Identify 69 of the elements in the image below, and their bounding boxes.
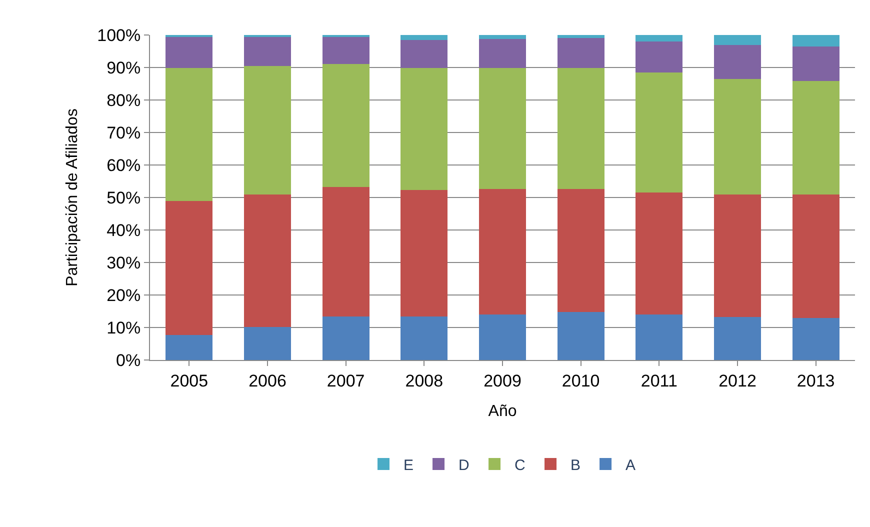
- bar: [557, 35, 604, 38]
- bar: [792, 81, 840, 195]
- y-tick-label: 70%: [106, 123, 141, 142]
- bar: [714, 35, 761, 46]
- bar: [400, 316, 448, 360]
- bar: [636, 35, 683, 42]
- x-tick-label: 2006: [248, 371, 286, 390]
- bar: [636, 314, 683, 360]
- bar: [479, 189, 526, 314]
- x-tick-label: 2010: [562, 371, 600, 390]
- legend-label: C: [514, 456, 526, 474]
- bar: [322, 36, 370, 64]
- bar: [166, 334, 213, 360]
- y-axis-title: Participación de Afiliados: [64, 108, 82, 286]
- x-tick-label: 2012: [718, 371, 756, 390]
- bar: [636, 192, 683, 314]
- y-tick-label: 50%: [106, 188, 141, 208]
- legend-label: A: [626, 456, 636, 474]
- x-tick-label: 2013: [796, 371, 835, 390]
- bar: [792, 194, 840, 318]
- legend-label: E: [404, 456, 414, 474]
- bar: [322, 316, 370, 360]
- bar: [479, 314, 526, 360]
- y-tick-label: 100%: [97, 26, 141, 45]
- bar: [557, 189, 604, 312]
- bar: [479, 68, 526, 190]
- y-tick-label: 80%: [106, 90, 141, 110]
- bar: [166, 68, 213, 201]
- x-tick-label: 2007: [326, 371, 365, 390]
- legend-label: D: [458, 456, 470, 474]
- bar: [322, 64, 370, 187]
- bar: [400, 68, 448, 190]
- x-axis-title: Año: [488, 403, 517, 420]
- y-tick-label: 90%: [106, 58, 141, 78]
- y-tick-label: 30%: [106, 253, 141, 272]
- bar: [479, 39, 526, 68]
- bar: [557, 38, 604, 68]
- x-tick-label: 2009: [484, 371, 522, 390]
- y-tick-label: 20%: [106, 286, 141, 305]
- bar: [636, 72, 683, 192]
- bar: [244, 66, 291, 195]
- y-tick-label: 10%: [106, 318, 141, 338]
- bar: [400, 40, 448, 68]
- bar: [636, 42, 683, 73]
- bar: [792, 318, 840, 360]
- bar: [244, 194, 291, 328]
- bar: [166, 36, 213, 68]
- bar: [714, 194, 761, 317]
- x-tick-label: 2011: [640, 371, 678, 390]
- bar: [557, 312, 604, 360]
- bar: [714, 316, 761, 360]
- bar: [244, 36, 291, 66]
- y-tick-label: 0%: [116, 350, 141, 370]
- bar: [792, 35, 840, 46]
- x-tick-label: 2008: [405, 371, 444, 390]
- bar: [400, 190, 448, 316]
- bar: [166, 200, 213, 335]
- bar: [479, 35, 526, 40]
- y-tick-label: 40%: [106, 220, 141, 240]
- bar: [244, 327, 291, 360]
- bar: [792, 46, 840, 82]
- x-tick-label: 2005: [170, 371, 208, 390]
- y-tick-label: 60%: [106, 156, 141, 175]
- bar: [714, 78, 761, 195]
- bar: [714, 45, 761, 79]
- legend-label: B: [570, 456, 581, 474]
- bar: [322, 186, 370, 316]
- bar: [557, 68, 604, 190]
- bar: [400, 35, 448, 40]
